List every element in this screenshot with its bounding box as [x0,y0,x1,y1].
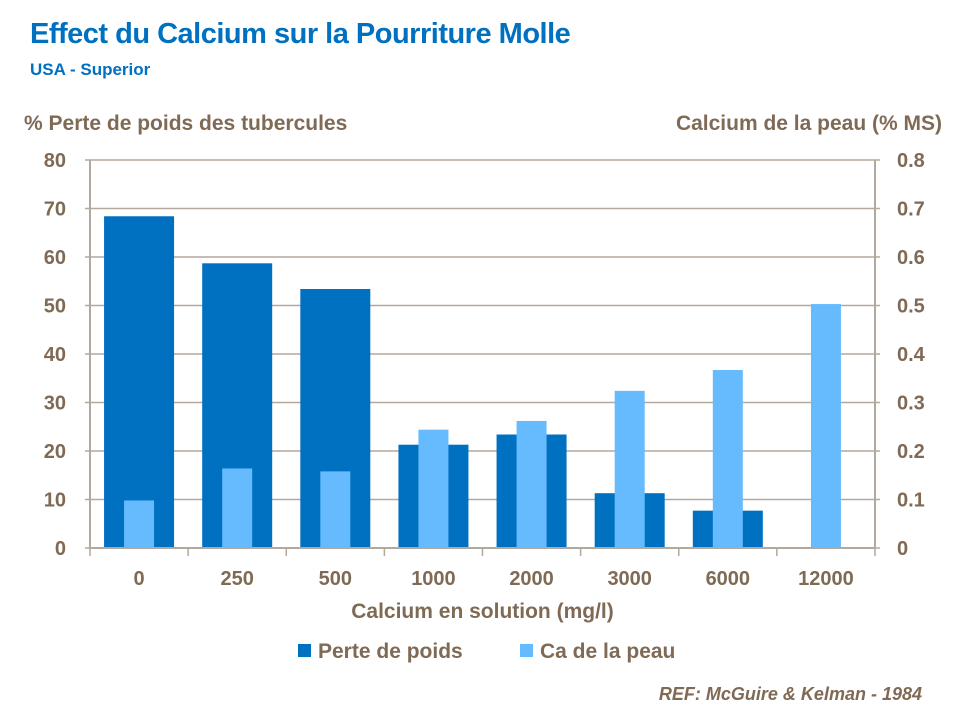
bar-perte-de-poids [104,216,175,548]
reference-note: REF: McGuire & Kelman - 1984 [658,684,922,704]
chart-title: Effect du Calcium sur la Pourriture Moll… [30,18,571,50]
bar-ca-de-la-peau [712,370,743,548]
y-tick-right: 0.4 [897,344,926,366]
y-tick-right: 0.7 [897,199,925,221]
y-tick-left: 70 [44,199,66,221]
y-tick-right: 0 [897,538,908,560]
y-tick-left: 80 [44,150,66,172]
legend-swatch [520,644,533,657]
y-tick-right: 0.5 [897,296,925,318]
bar-ca-de-la-peau [516,420,547,548]
y-tick-left: 30 [44,393,66,415]
y-tick-right: 0.8 [897,150,925,172]
legend-swatch [298,644,311,657]
y-tick-left: 10 [44,490,66,512]
x-tick-label: 500 [319,568,352,590]
y-tick-right: 0.1 [897,490,925,512]
x-tick-label: 6000 [706,568,751,590]
legend-label: Perte de poids [318,640,463,663]
y-tick-left: 60 [44,247,66,269]
bar-ca-de-la-peau [222,468,253,548]
bar-ca-de-la-peau [810,304,841,548]
bar-ca-de-la-peau [614,390,645,548]
x-tick-label: 2000 [509,568,554,590]
chart-subtitle: USA - Superior [30,60,151,79]
y-tick-right: 0.6 [897,247,925,269]
y-tick-left: 50 [44,296,66,318]
bar-ca-de-la-peau [418,429,449,548]
y-axis-right-label: Calcium de la peau (% MS) [675,112,942,135]
y-axis-left-label: % Perte de poids des tubercules [24,112,348,135]
y-tick-left: 0 [55,538,66,560]
x-tick-label: 12000 [798,568,854,590]
y-tick-right: 0.2 [897,441,925,463]
x-tick-label: 3000 [607,568,652,590]
y-tick-left: 40 [44,344,66,366]
x-tick-label: 1000 [411,568,456,590]
legend-label: Ca de la peau [540,640,675,663]
x-tick-label: 250 [221,568,254,590]
y-tick-left: 20 [44,441,66,463]
x-tick-label: 0 [134,568,145,590]
bar-ca-de-la-peau [320,471,351,548]
x-axis-label: Calcium en solution (mg/l) [351,600,614,623]
bar-ca-de-la-peau [124,500,155,548]
y-tick-right: 0.3 [897,393,925,415]
